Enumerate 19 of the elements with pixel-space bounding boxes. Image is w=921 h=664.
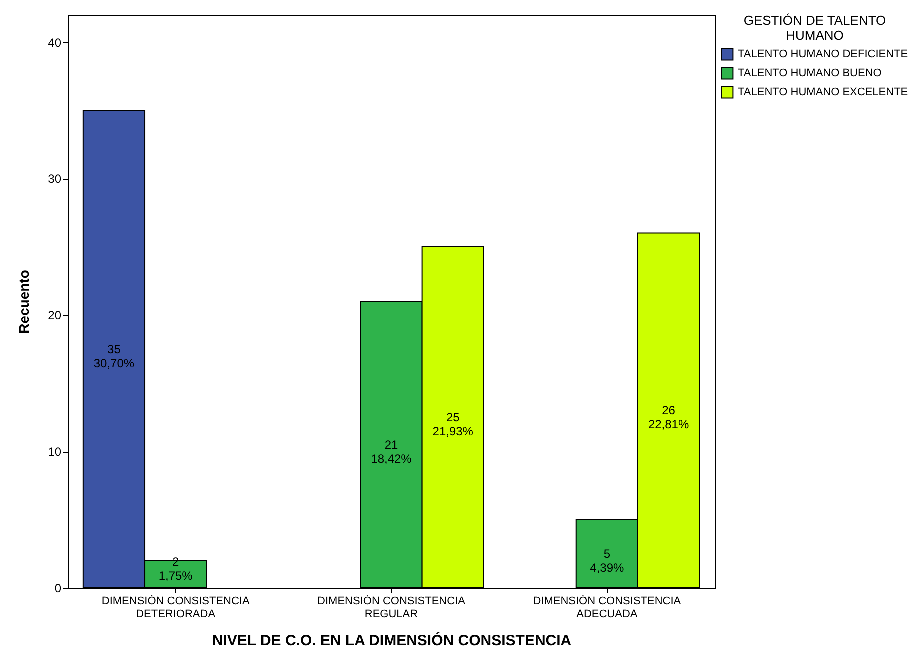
data-label: 5 4,39% xyxy=(590,546,625,575)
data-label: 35 30,70% xyxy=(94,342,135,370)
y-axis-title: Recuento xyxy=(16,270,32,334)
legend-label: TALENTO HUMANO EXCELENTE xyxy=(738,86,908,98)
x-axis-title: NIVEL DE C.O. EN LA DIMENSIÓN CONSISTENCIA xyxy=(212,632,572,650)
y-tick-label: 10 xyxy=(48,445,62,460)
y-tick-label: 0 xyxy=(54,582,62,596)
legend-title: GESTIÓN DE TALENTO HUMANO xyxy=(744,13,886,43)
data-label: 26 22,81% xyxy=(648,404,690,432)
legend-label: TALENTO HUMANO DEFICIENTE xyxy=(738,48,908,60)
y-tick-label: 20 xyxy=(48,308,62,323)
data-label: 25 21,93% xyxy=(432,410,474,438)
y-tick-label: 40 xyxy=(48,36,62,50)
y-tick-label: 30 xyxy=(48,172,62,186)
data-label: 21 18,42% xyxy=(371,438,412,466)
x-tick-label: DIMENSIÓN CONSISTENCIA DETERIORADA xyxy=(102,594,250,620)
x-tick-label: DIMENSIÓN CONSISTENCIA ADECUADA xyxy=(533,594,682,620)
x-tick-label: DIMENSIÓN CONSISTENCIA REGULAR xyxy=(318,594,466,620)
legend-label: TALENTO HUMANO BUENO xyxy=(738,68,882,80)
